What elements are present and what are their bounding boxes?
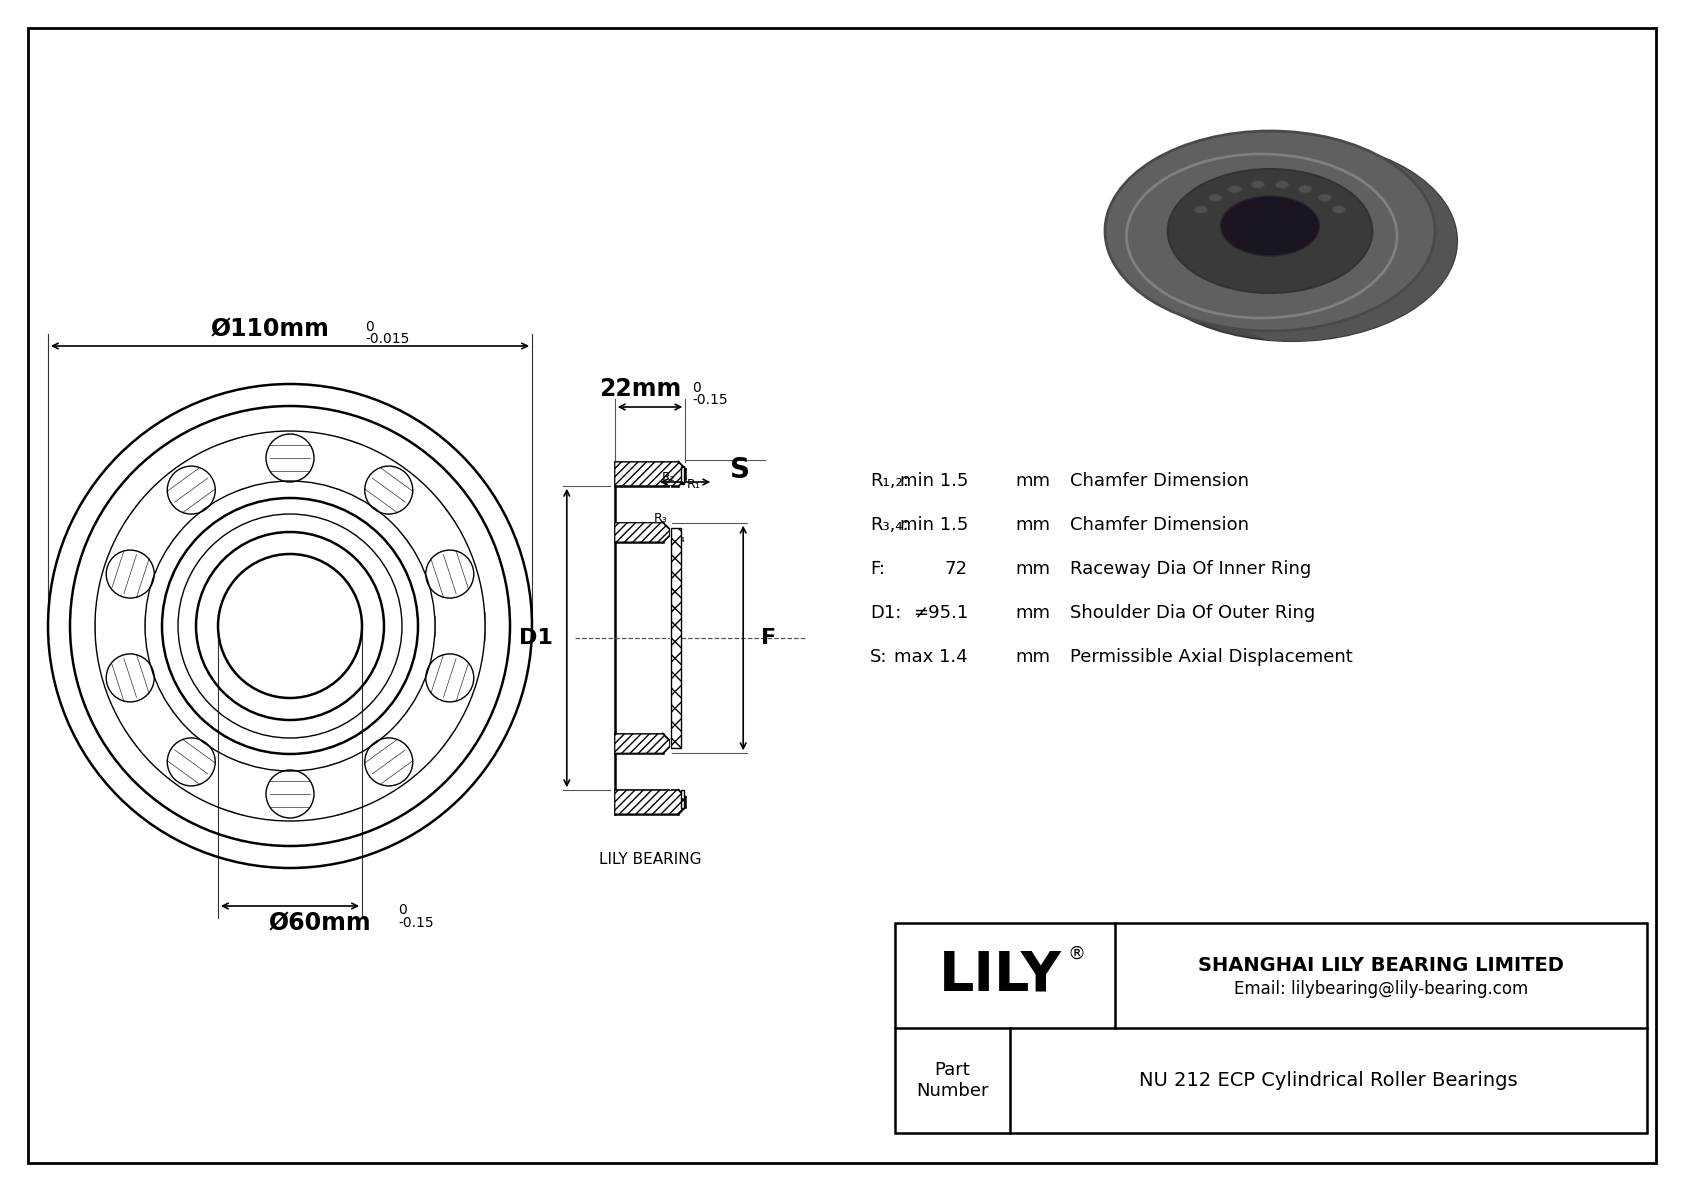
Polygon shape — [1244, 131, 1457, 341]
Text: D1:: D1: — [871, 604, 901, 622]
Text: R₁: R₁ — [687, 478, 701, 491]
Text: mm: mm — [1015, 516, 1051, 534]
Text: SHANGHAI LILY BEARING LIMITED: SHANGHAI LILY BEARING LIMITED — [1197, 956, 1564, 975]
Text: Part
Number: Part Number — [916, 1061, 989, 1100]
Text: LILY: LILY — [938, 948, 1061, 1003]
Text: R₂: R₂ — [662, 470, 675, 484]
Bar — [682, 790, 684, 809]
Text: Chamfer Dimension: Chamfer Dimension — [1069, 516, 1250, 534]
Text: 0: 0 — [397, 903, 408, 917]
Text: ®: ® — [1068, 944, 1086, 962]
Text: Chamfer Dimension: Chamfer Dimension — [1069, 472, 1250, 490]
Bar — [682, 466, 684, 484]
Polygon shape — [615, 734, 670, 753]
Text: mm: mm — [1015, 604, 1051, 622]
Text: ≠95.1: ≠95.1 — [913, 604, 968, 622]
Text: F: F — [761, 628, 776, 648]
Text: S:: S: — [871, 648, 887, 666]
Text: D1: D1 — [519, 628, 552, 648]
Ellipse shape — [1207, 194, 1223, 201]
Ellipse shape — [1194, 206, 1207, 213]
Text: LILY BEARING: LILY BEARING — [600, 852, 701, 867]
Ellipse shape — [1251, 181, 1265, 188]
Text: R₄: R₄ — [672, 532, 685, 545]
Text: S: S — [731, 456, 749, 484]
Ellipse shape — [1228, 185, 1241, 193]
Text: Ø110mm: Ø110mm — [210, 317, 330, 341]
Polygon shape — [615, 462, 685, 486]
Polygon shape — [615, 790, 685, 813]
Text: R₃,₄:: R₃,₄: — [871, 516, 909, 534]
Text: NU 212 ECP Cylindrical Roller Bearings: NU 212 ECP Cylindrical Roller Bearings — [1138, 1071, 1517, 1090]
Text: -0.015: -0.015 — [365, 332, 409, 347]
Ellipse shape — [1319, 194, 1332, 201]
Text: 0: 0 — [365, 320, 374, 333]
Text: -0.15: -0.15 — [692, 393, 727, 407]
Text: mm: mm — [1015, 648, 1051, 666]
Bar — [670, 529, 682, 748]
Ellipse shape — [1167, 169, 1372, 293]
Text: Email: lilybearing@lily-bearing.com: Email: lilybearing@lily-bearing.com — [1234, 980, 1527, 998]
Ellipse shape — [1298, 185, 1312, 193]
Text: -0.15: -0.15 — [397, 916, 433, 930]
Ellipse shape — [1127, 141, 1457, 341]
Ellipse shape — [1221, 197, 1320, 256]
Text: mm: mm — [1015, 472, 1051, 490]
Text: R₁,₂:: R₁,₂: — [871, 472, 909, 490]
Text: 72: 72 — [945, 560, 968, 578]
Text: mm: mm — [1015, 560, 1051, 578]
Text: R₃: R₃ — [653, 512, 669, 525]
Polygon shape — [615, 523, 670, 542]
Text: 0: 0 — [692, 381, 701, 395]
Text: Raceway Dia Of Inner Ring: Raceway Dia Of Inner Ring — [1069, 560, 1312, 578]
Text: max 1.4: max 1.4 — [894, 648, 968, 666]
Text: F:: F: — [871, 560, 886, 578]
Text: Shoulder Dia Of Outer Ring: Shoulder Dia Of Outer Ring — [1069, 604, 1315, 622]
Ellipse shape — [1275, 181, 1290, 188]
Text: min 1.5: min 1.5 — [899, 516, 968, 534]
Text: min 1.5: min 1.5 — [899, 472, 968, 490]
Bar — [894, 923, 1647, 1133]
Text: Permissible Axial Displacement: Permissible Axial Displacement — [1069, 648, 1352, 666]
Text: Ø60mm: Ø60mm — [269, 911, 370, 935]
Text: 22mm: 22mm — [600, 378, 680, 401]
Ellipse shape — [1332, 206, 1346, 213]
Ellipse shape — [1105, 131, 1435, 331]
